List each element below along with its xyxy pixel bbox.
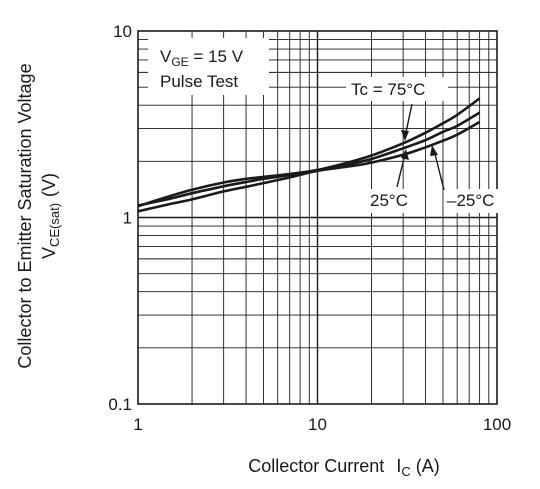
series-line-2	[137, 120, 481, 213]
vge-subscript: GE	[171, 55, 188, 69]
x-axis-label: Collector Current IC (A)	[248, 456, 439, 479]
y-axis-subscript: CE(sat)	[47, 203, 62, 247]
y-tick-label: 0.1	[108, 395, 132, 414]
x-axis-unit: (A)	[416, 456, 440, 476]
x-axis-subscript: C	[401, 464, 410, 479]
annotation-leader-m25	[433, 149, 445, 191]
annotation-bg-25	[367, 189, 417, 213]
y-axis-label-line2: VCE(sat) (V)	[39, 173, 62, 259]
condition-vge: VGE = 15 V	[160, 47, 244, 69]
curves	[137, 97, 481, 213]
annotations: Tc = 75°C 25°C –25°C	[346, 77, 505, 213]
condition-pulse-test: Pulse Test	[160, 72, 238, 91]
y-axis-symbol: V	[39, 247, 59, 259]
annotation-leader-25	[396, 153, 406, 188]
annotation-75c: Tc = 75°C	[351, 80, 425, 99]
plot-frame	[137, 30, 498, 405]
x-tick-label: 10	[308, 415, 327, 434]
series-line-0	[137, 97, 481, 208]
annotation-minus25c: –25°C	[447, 191, 494, 210]
y-tick-label: 10	[113, 22, 132, 41]
y-tick-label: 1	[123, 209, 132, 228]
condition-box: VGE = 15 V Pulse Test	[148, 38, 269, 95]
annotation-bg-75	[346, 77, 448, 101]
x-axis-title: Collector Current	[248, 456, 384, 476]
annotation-arrow-m25	[430, 145, 438, 156]
annotation-arrow-25	[401, 149, 409, 160]
y-axis-label-line1: Collector to Emitter Saturation Voltage	[15, 63, 35, 368]
x-axis-symbol: I	[396, 456, 401, 476]
x-tick-label: 1	[133, 415, 142, 434]
annotation-bg-m25	[445, 189, 505, 213]
annotation-25c: 25°C	[370, 191, 408, 210]
vge-value: = 15 V	[189, 47, 244, 66]
annotation-arrow-75	[401, 130, 409, 141]
y-axis-unit: (V)	[39, 173, 59, 197]
vge-symbol: V	[160, 47, 172, 66]
x-tick-label: 100	[483, 415, 511, 434]
condition-box-bg	[148, 38, 269, 95]
